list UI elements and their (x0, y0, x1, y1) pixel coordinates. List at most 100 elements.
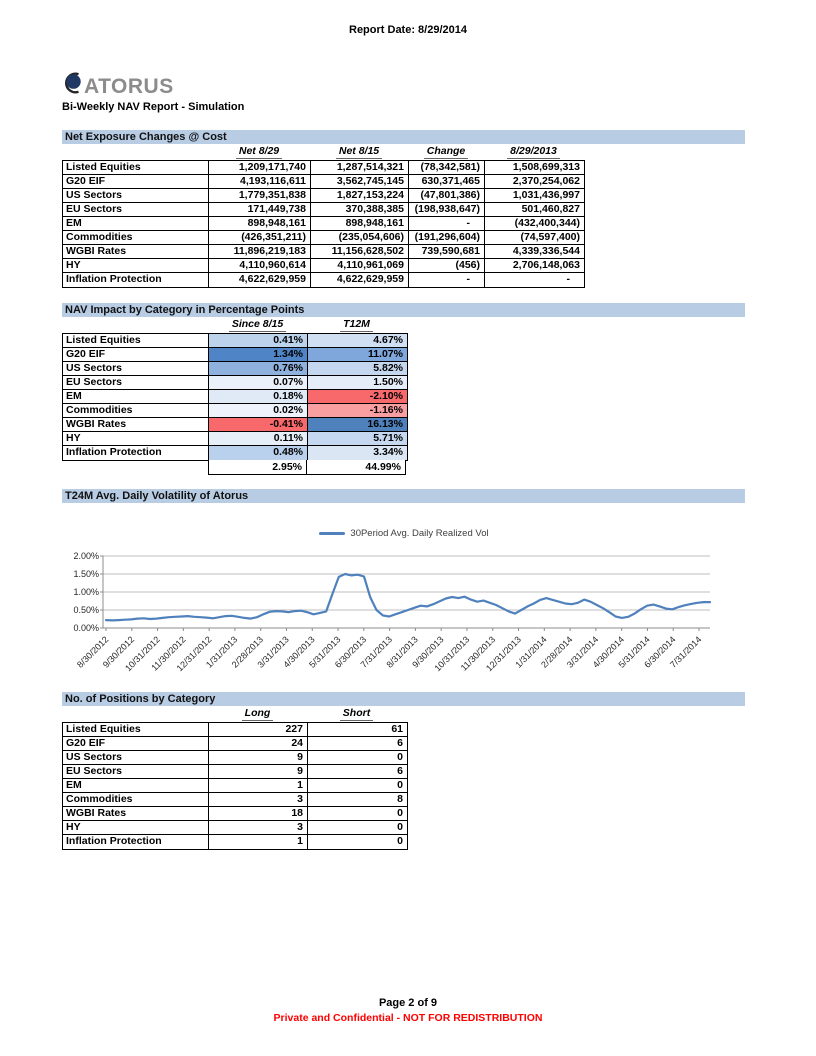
row-label: Listed Equities (63, 723, 209, 737)
row-label: EM (63, 390, 209, 404)
row-label: HY (63, 432, 209, 446)
cell-value: 0 (308, 807, 407, 821)
cell-value: 0.48% (209, 446, 308, 460)
table-row: HY 3 0 (63, 821, 407, 835)
row-label: EU Sectors (63, 203, 209, 217)
cell-value: 6 (308, 765, 407, 779)
row-label: Inflation Protection (63, 273, 209, 287)
table-row: HY 0.11% 5.71% (63, 432, 407, 446)
cell-value: 3.34% (308, 446, 407, 460)
cell-value: (191,296,604) (409, 231, 485, 245)
table-row: EU Sectors 171,449,738 370,388,385 (198,938… (63, 203, 584, 217)
row-label: HY (63, 259, 209, 273)
cell-value: 1 (209, 779, 308, 793)
row-label: Inflation Protection (63, 835, 209, 849)
cell-value: 1,508,699,313 (485, 161, 584, 175)
table-row: Commodities 0.02% -1.16% (63, 404, 407, 418)
table-row: G20 EIF 4,193,116,611 3,562,745,145 630,371… (63, 175, 584, 189)
row-label: EM (63, 217, 209, 231)
cell-value: 4,110,961,069 (311, 259, 409, 273)
y-axis-label: 0.50% (73, 605, 99, 615)
cell-value: (432,400,344) (485, 217, 584, 231)
nav-impact-table: Listed Equities 0.41% 4.67% G20 EIF 1.34% 11.… (62, 333, 408, 461)
legend-label: 30Period Avg. Daily Realized Vol (350, 528, 489, 539)
cell-value: 0.07% (209, 376, 308, 390)
cell-value: 4,622,629,959 (209, 273, 311, 287)
atorus-logo: ATORUS (60, 70, 174, 97)
cell-value: 2,706,148,063 (485, 259, 584, 273)
row-label: Commodities (63, 793, 209, 807)
cell-value: 4,110,960,614 (209, 259, 311, 273)
cell-value: 3 (209, 821, 308, 835)
confidential-notice: Private and Confidential - NOT FOR REDIS… (273, 1012, 543, 1024)
table-row: Commodities 3 8 (63, 793, 407, 807)
cell-value: 0 (308, 751, 407, 765)
column-header-spacer (62, 707, 208, 722)
cell-value: 4,622,629,959 (311, 273, 409, 287)
row-label: Commodities (63, 404, 209, 418)
table-row: Listed Equities 227 61 (63, 723, 407, 737)
cell-value: 2,370,254,062 (485, 175, 584, 189)
cell-value: 6 (308, 737, 407, 751)
row-label: G20 EIF (63, 348, 209, 362)
legend-line-swatch (319, 532, 346, 535)
cell-value: 4.67% (308, 334, 407, 348)
report-date: Report Date: 8/29/2014 (349, 24, 467, 36)
cell-value: - (409, 273, 485, 287)
cell-value: 1 (209, 835, 308, 849)
chart-legend: 30Period Avg. Daily Realized Vol (62, 528, 746, 539)
cell-value: 1,287,514,321 (311, 161, 409, 175)
cell-value: 11.07% (308, 348, 407, 362)
table-row: EM 898,948,161 898,948,161- (432,400,344) (63, 217, 584, 231)
column-header: Change (408, 145, 484, 160)
cell-value: 0.02% (209, 404, 308, 418)
row-label: Commodities (63, 231, 209, 245)
report-title: Bi-Weekly NAV Report - Simulation (62, 101, 245, 113)
table-row: US Sectors 0.76% 5.82% (63, 362, 407, 376)
table-row: G20 EIF 24 6 (63, 737, 407, 751)
column-header-spacer (62, 145, 208, 160)
row-label: G20 EIF (63, 175, 209, 189)
nav-impact-total-row: 2.95% 44.99% (208, 460, 406, 475)
table-row: Listed Equities 1,209,171,740 1,287,514,32… (63, 161, 584, 175)
section-banner-volatility: T24M Avg. Daily Volatility of Atorus (62, 489, 745, 503)
cell-value: 1,031,436,997 (485, 189, 584, 203)
row-label: WGBI Rates (63, 807, 209, 821)
cell-value: 5.71% (308, 432, 407, 446)
cell-value: 501,460,827 (485, 203, 584, 217)
table-row: EU Sectors 0.07% 1.50% (63, 376, 407, 390)
cell-value: 11,896,219,183 (209, 245, 311, 259)
row-label: Listed Equities (63, 161, 209, 175)
volatility-chart: 30Period Avg. Daily Realized Vol 0.00% 0.… (62, 508, 746, 693)
column-header: Net 8/29 (208, 145, 310, 160)
table-row: Inflation Protection 0.48% 3.34% (63, 446, 407, 460)
table-row: EU Sectors 9 6 (63, 765, 407, 779)
row-label: Listed Equities (63, 334, 209, 348)
cell-value: 0 (308, 835, 407, 849)
table-row: WGBI Rates -0.41% 16.13% (63, 418, 407, 432)
row-label: WGBI Rates (63, 418, 209, 432)
cell-value: -0.41% (209, 418, 308, 432)
cell-value: 0.18% (209, 390, 308, 404)
cell-value: 11,156,628,502 (311, 245, 409, 259)
cell-value: 16.13% (308, 418, 407, 432)
cell-value: 4,193,116,611 (209, 175, 311, 189)
cell-value: 4,339,336,544 (485, 245, 584, 259)
cell-value: 0.76% (209, 362, 308, 376)
cell-value: (78,342,581) (409, 161, 485, 175)
row-label: US Sectors (63, 362, 209, 376)
cell-value: (426,351,211) (209, 231, 311, 245)
cell-value: 0.41% (209, 334, 308, 348)
table-row: Inflation Protection 1 0 (63, 835, 407, 849)
cell-value: 630,371,465 (409, 175, 485, 189)
cell-value: -2.10% (308, 390, 407, 404)
cell-value: 1,209,171,740 (209, 161, 311, 175)
row-label: WGBI Rates (63, 245, 209, 259)
column-header: Since 8/15 (208, 318, 307, 333)
cell-value: 898,948,161 (209, 217, 311, 231)
cell-value: 9 (209, 751, 308, 765)
table-row: EM 0.18% -2.10% (63, 390, 407, 404)
cell-value: 9 (209, 765, 308, 779)
row-label: G20 EIF (63, 737, 209, 751)
cell-value: - (409, 217, 485, 231)
